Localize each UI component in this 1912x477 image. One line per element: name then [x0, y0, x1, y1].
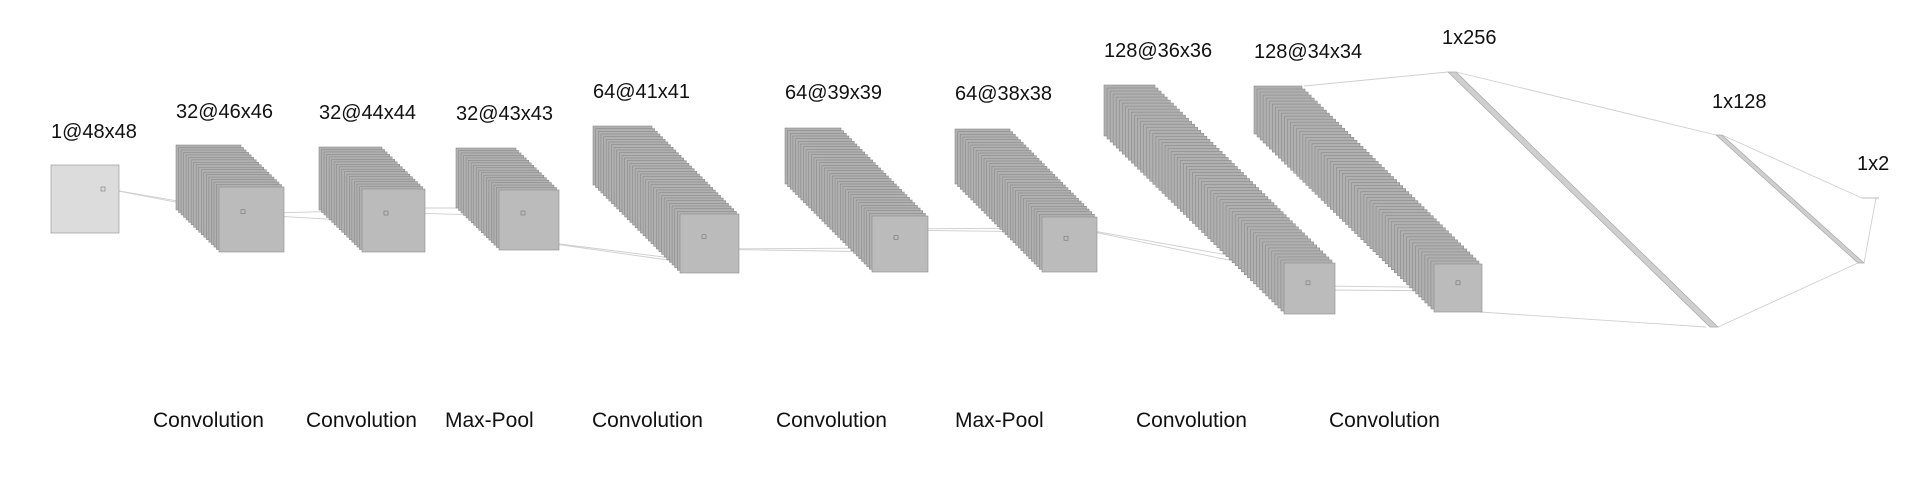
- connector-line: [1455, 71, 1717, 136]
- feature-map-stack-conv1: [175, 144, 285, 253]
- connector-line: [1863, 197, 1877, 264]
- feature-map-stack-conv2: [318, 146, 426, 253]
- feature-map-slice-conv1: [218, 186, 285, 253]
- feature-map-slice-conv2: [361, 188, 426, 253]
- feature-map-stack-conv5: [1103, 84, 1336, 315]
- feature-map-stack-conv4: [784, 127, 929, 273]
- layer-label-dense2: 1x128: [1712, 91, 1767, 113]
- feature-map-stack-input: [50, 164, 120, 234]
- feature-map-stack-conv6: [1253, 85, 1483, 313]
- layer-label-conv2: 32@44x44: [319, 102, 416, 124]
- kernel-marker-conv4: [893, 235, 899, 240]
- feature-map-stack-pool1: [455, 147, 560, 251]
- feature-map-slice-conv5: [1283, 262, 1336, 315]
- layer-label-dense1: 1x256: [1442, 27, 1497, 49]
- operation-label-pool2: Max-Pool: [955, 409, 1044, 432]
- dense-layer-dense2: [1715, 134, 1865, 264]
- kernel-marker-conv1: [240, 209, 246, 215]
- feature-map-stack-pool2: [954, 128, 1098, 273]
- operation-label-conv6: Convolution: [1329, 409, 1440, 432]
- operation-label-pool1: Max-Pool: [445, 409, 534, 432]
- connector-line: [1721, 134, 1863, 199]
- layer-label-conv5: 128@36x36: [1104, 40, 1212, 62]
- feature-map-slice-conv3: [679, 213, 740, 274]
- layer-label-input: 1@48x48: [51, 121, 137, 143]
- layer-label-conv4: 64@39x39: [785, 82, 882, 104]
- kernel-marker-conv6: [1455, 280, 1461, 286]
- dense-layer-dense1: [1447, 71, 1719, 328]
- layer-label-pool1: 32@43x43: [456, 103, 553, 125]
- feature-map-stack-conv3: [592, 125, 740, 274]
- layer-label-output: 1x2: [1857, 153, 1889, 175]
- feature-map-input: [50, 164, 120, 234]
- dense-bar-dense2: [1715, 134, 1865, 264]
- feature-map-stacks: [50, 71, 1879, 328]
- layer-label-pool2: 64@38x38: [955, 83, 1052, 105]
- kernel-marker-pool1: [520, 210, 526, 216]
- operation-label-conv2: Convolution: [306, 409, 417, 432]
- kernel-marker-conv3: [701, 234, 707, 239]
- kernel-marker-conv2: [383, 210, 389, 216]
- layer-label-conv6: 128@34x34: [1254, 41, 1362, 63]
- kernel-marker-conv5: [1305, 280, 1311, 286]
- connector-line: [1717, 262, 1859, 328]
- operation-label-conv3: Convolution: [592, 409, 703, 432]
- operation-label-conv5: Convolution: [1136, 409, 1247, 432]
- feature-map-slice-conv6: [1433, 263, 1483, 313]
- operation-label-conv1: Convolution: [153, 409, 264, 432]
- feature-map-slice-conv4: [871, 215, 929, 273]
- connector-line: [1479, 311, 1707, 328]
- layer-label-conv3: 64@41x41: [593, 81, 690, 103]
- layer-label-conv1: 32@46x46: [176, 101, 273, 123]
- kernel-marker-input: [100, 186, 106, 192]
- operation-label-conv4: Convolution: [776, 409, 887, 432]
- feature-map-slice-pool2: [1041, 216, 1098, 273]
- connector-line: [1303, 71, 1449, 87]
- dense-bar-dense1: [1447, 71, 1719, 328]
- feature-map-slice-pool1: [498, 189, 560, 251]
- kernel-marker-pool2: [1063, 235, 1069, 241]
